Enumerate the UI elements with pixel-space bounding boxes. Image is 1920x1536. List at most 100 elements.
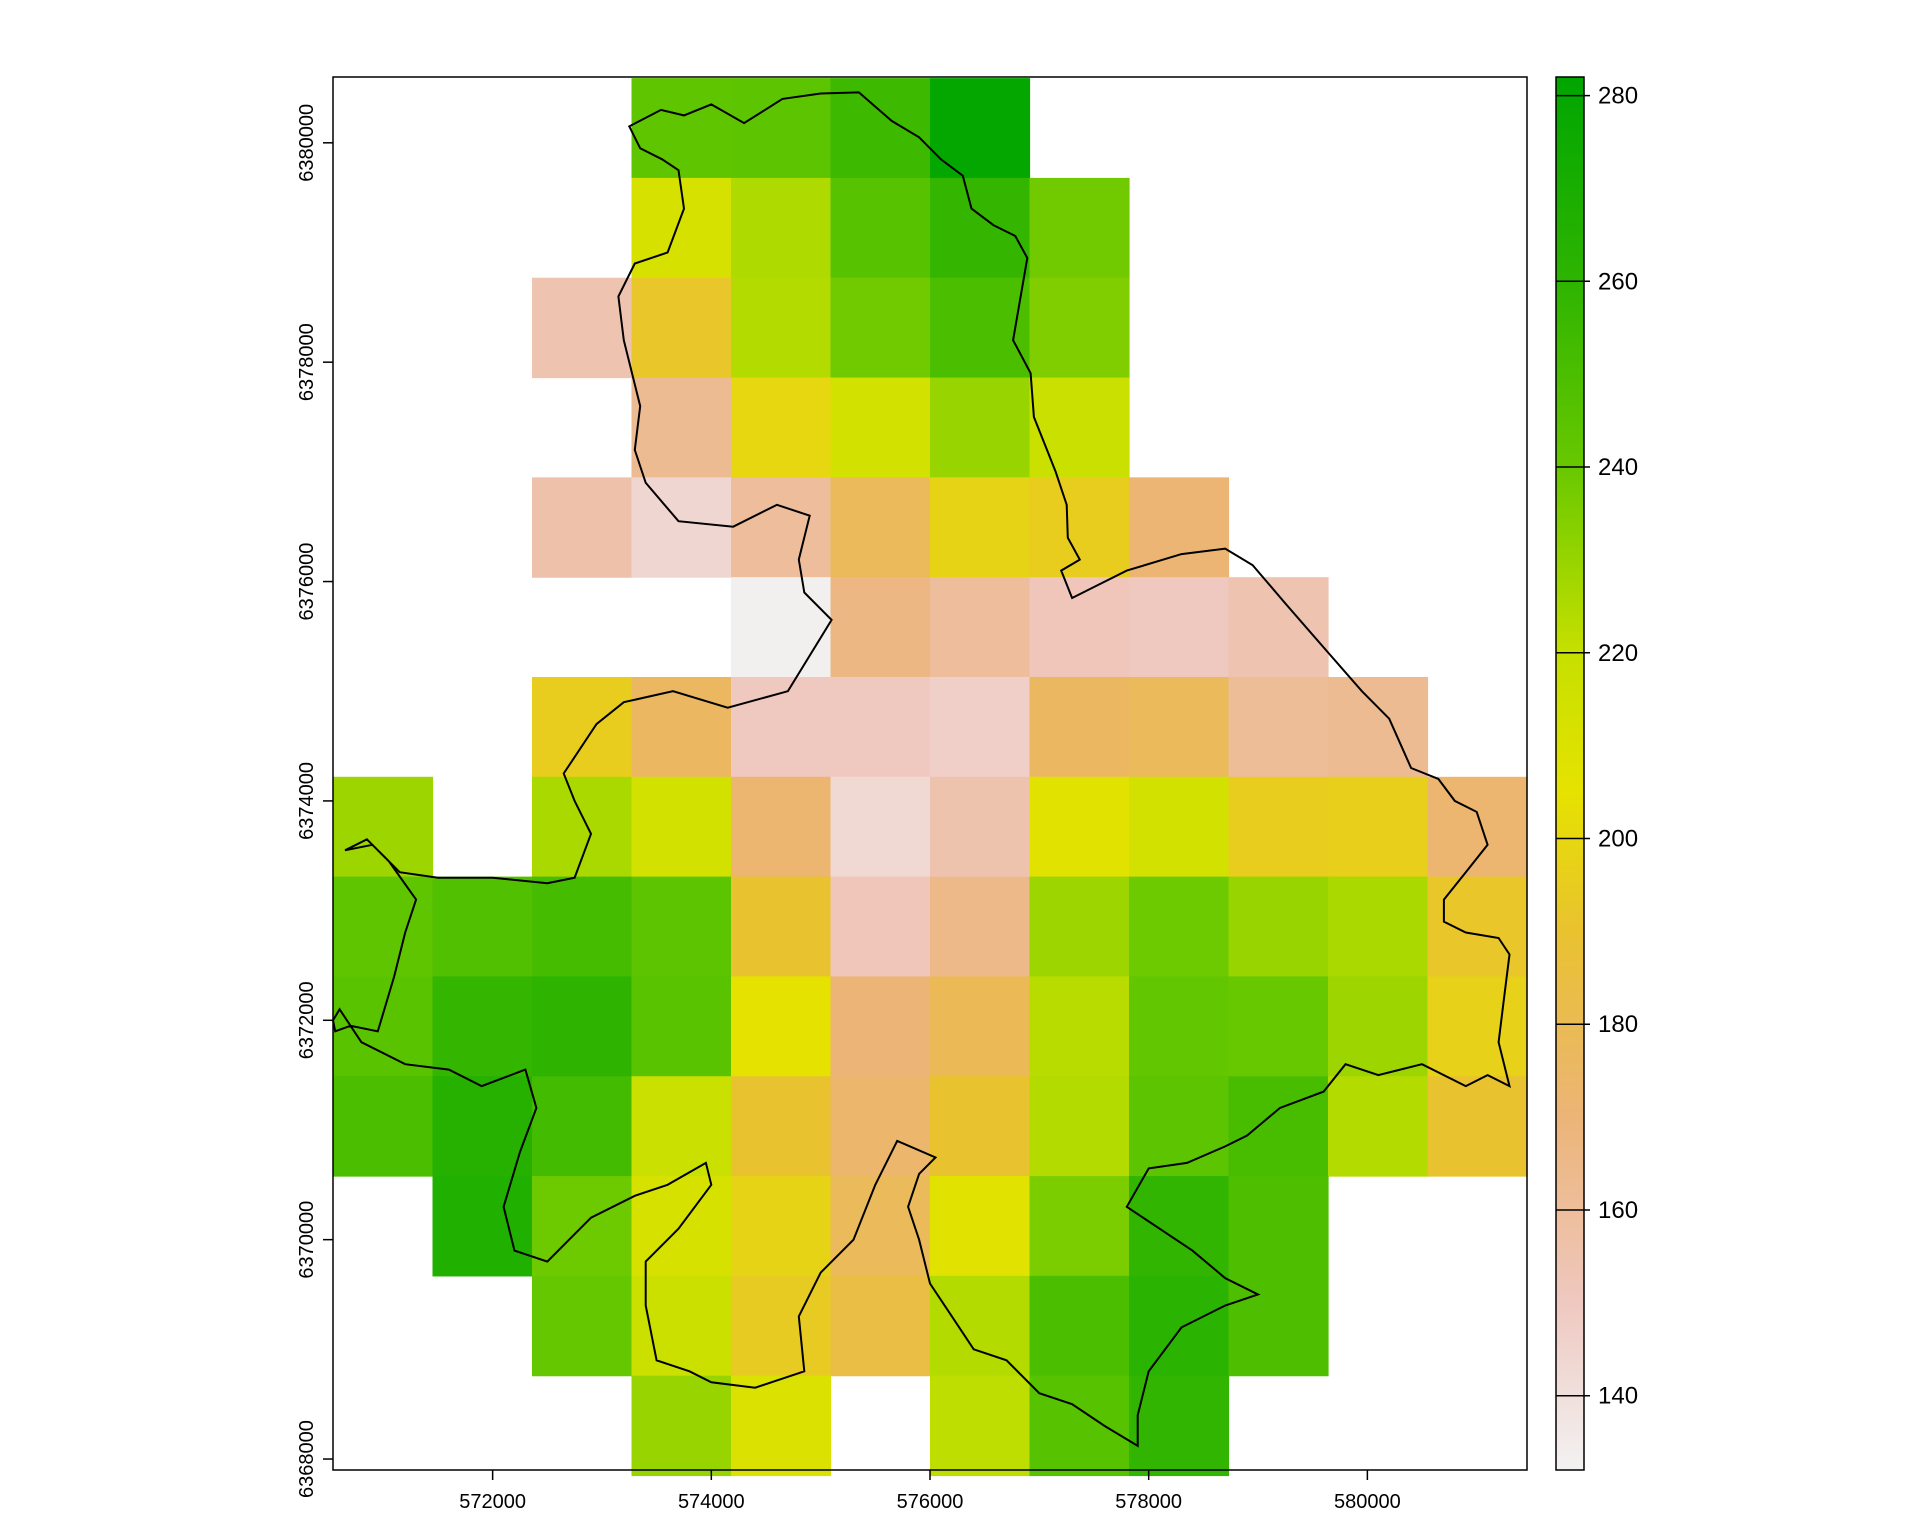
x-axis: 572000 574000 576000 578000 580000	[459, 1470, 1401, 1513]
raster-cell	[731, 377, 832, 478]
raster-cell	[532, 876, 633, 978]
raster-cell	[631, 277, 732, 379]
raster-cell	[930, 1375, 1031, 1477]
legend-tick-label: 220	[1598, 640, 1638, 667]
raster-cell	[830, 876, 931, 978]
y-tick-label: 6380000	[296, 104, 318, 182]
raster-cell	[1129, 1275, 1230, 1377]
raster-cell	[631, 377, 732, 478]
raster-cell	[830, 477, 931, 578]
raster-cell	[532, 1275, 633, 1377]
x-tick-label: 580000	[1334, 1491, 1401, 1513]
raster-cell	[432, 1176, 533, 1277]
raster-cell	[333, 776, 434, 878]
raster-cell	[1129, 1176, 1230, 1277]
raster-cell	[532, 676, 633, 778]
raster-cell	[1029, 177, 1130, 279]
legend-tick-label: 200	[1598, 826, 1638, 853]
raster-cell	[830, 776, 931, 878]
raster-cell	[830, 277, 931, 379]
raster-cell	[731, 676, 832, 778]
raster-cell	[1029, 1275, 1130, 1377]
raster-cell	[1029, 1375, 1130, 1477]
raster-cell	[930, 477, 1031, 578]
y-tick-label: 6372000	[296, 981, 318, 1059]
raster-cell	[1228, 1176, 1329, 1277]
x-tick-label: 578000	[1115, 1491, 1182, 1513]
raster-cell	[1427, 776, 1528, 878]
raster-cell	[830, 1076, 931, 1177]
raster-cell	[1328, 876, 1429, 978]
raster-cell	[432, 976, 533, 1077]
raster-cell	[731, 577, 832, 678]
legend-tick-label: 240	[1598, 454, 1638, 481]
raster-cell	[1129, 1375, 1230, 1477]
raster-cell	[830, 1275, 931, 1377]
raster-cell	[731, 776, 832, 878]
raster-cell	[1328, 776, 1429, 878]
raster-cell	[1029, 377, 1130, 478]
raster-cell	[1328, 1076, 1429, 1177]
raster-cell	[1328, 676, 1429, 778]
legend-tick-label: 180	[1598, 1011, 1638, 1038]
raster-cell	[532, 776, 633, 878]
raster-cell	[1029, 976, 1130, 1077]
raster-cell	[731, 1176, 832, 1277]
raster-cell	[1129, 577, 1230, 678]
raster-cell	[631, 1375, 732, 1477]
raster-cell	[731, 976, 832, 1077]
raster-cell	[432, 876, 533, 978]
raster-cell	[731, 1076, 832, 1177]
raster-cells	[333, 78, 1528, 1477]
legend-ticks: 140 160 180 200 220 240 260 280	[1556, 83, 1638, 1410]
color-legend: 140 160 180 200 220 240 260 280	[1555, 76, 1638, 1471]
raster-cell	[1427, 876, 1528, 978]
x-tick-label: 572000	[459, 1491, 526, 1513]
y-tick-label: 6374000	[296, 762, 318, 840]
raster-cell	[631, 976, 732, 1077]
legend-tick-label: 140	[1598, 1383, 1638, 1410]
legend-color-bar	[1555, 76, 1585, 1471]
raster-cell	[432, 1076, 533, 1177]
raster-cell	[930, 377, 1031, 478]
raster-cell	[930, 277, 1031, 379]
raster-cell	[631, 1076, 732, 1177]
raster-cell	[631, 477, 732, 578]
raster-cell	[1029, 477, 1130, 578]
raster-cell	[1228, 876, 1329, 978]
raster-cell	[731, 1375, 832, 1477]
raster-cell	[1328, 976, 1429, 1077]
raster-cell	[631, 676, 732, 778]
raster-cell	[1029, 1176, 1130, 1277]
raster-cell	[930, 1076, 1031, 1177]
raster-cell	[1427, 976, 1528, 1077]
raster-cell	[1427, 1076, 1528, 1177]
raster-cell	[532, 277, 633, 379]
raster-cell	[1029, 1076, 1130, 1177]
raster-cell	[731, 477, 832, 578]
raster-cell	[532, 976, 633, 1077]
raster-cell	[1029, 676, 1130, 778]
raster-cell	[930, 1176, 1031, 1277]
raster-cell	[1029, 776, 1130, 878]
raster-cell	[1228, 976, 1329, 1077]
y-tick-label: 6378000	[296, 323, 318, 401]
raster-cell	[1129, 876, 1230, 978]
raster-cell	[830, 676, 931, 778]
raster-cell	[1129, 776, 1230, 878]
legend-tick-label: 260	[1598, 268, 1638, 295]
raster-cell	[631, 776, 732, 878]
raster-cell	[333, 876, 434, 978]
raster-cell	[631, 876, 732, 978]
raster-cell	[1129, 1076, 1230, 1177]
raster-cell	[830, 177, 931, 279]
raster-cell	[631, 78, 732, 179]
raster-cell	[731, 876, 832, 978]
raster-cell	[930, 876, 1031, 978]
region-boundary	[331, 91, 1511, 1448]
raster-cell	[930, 78, 1031, 179]
x-tick-label: 574000	[678, 1491, 745, 1513]
raster-cell	[333, 1076, 434, 1177]
raster-cell	[1228, 577, 1329, 678]
